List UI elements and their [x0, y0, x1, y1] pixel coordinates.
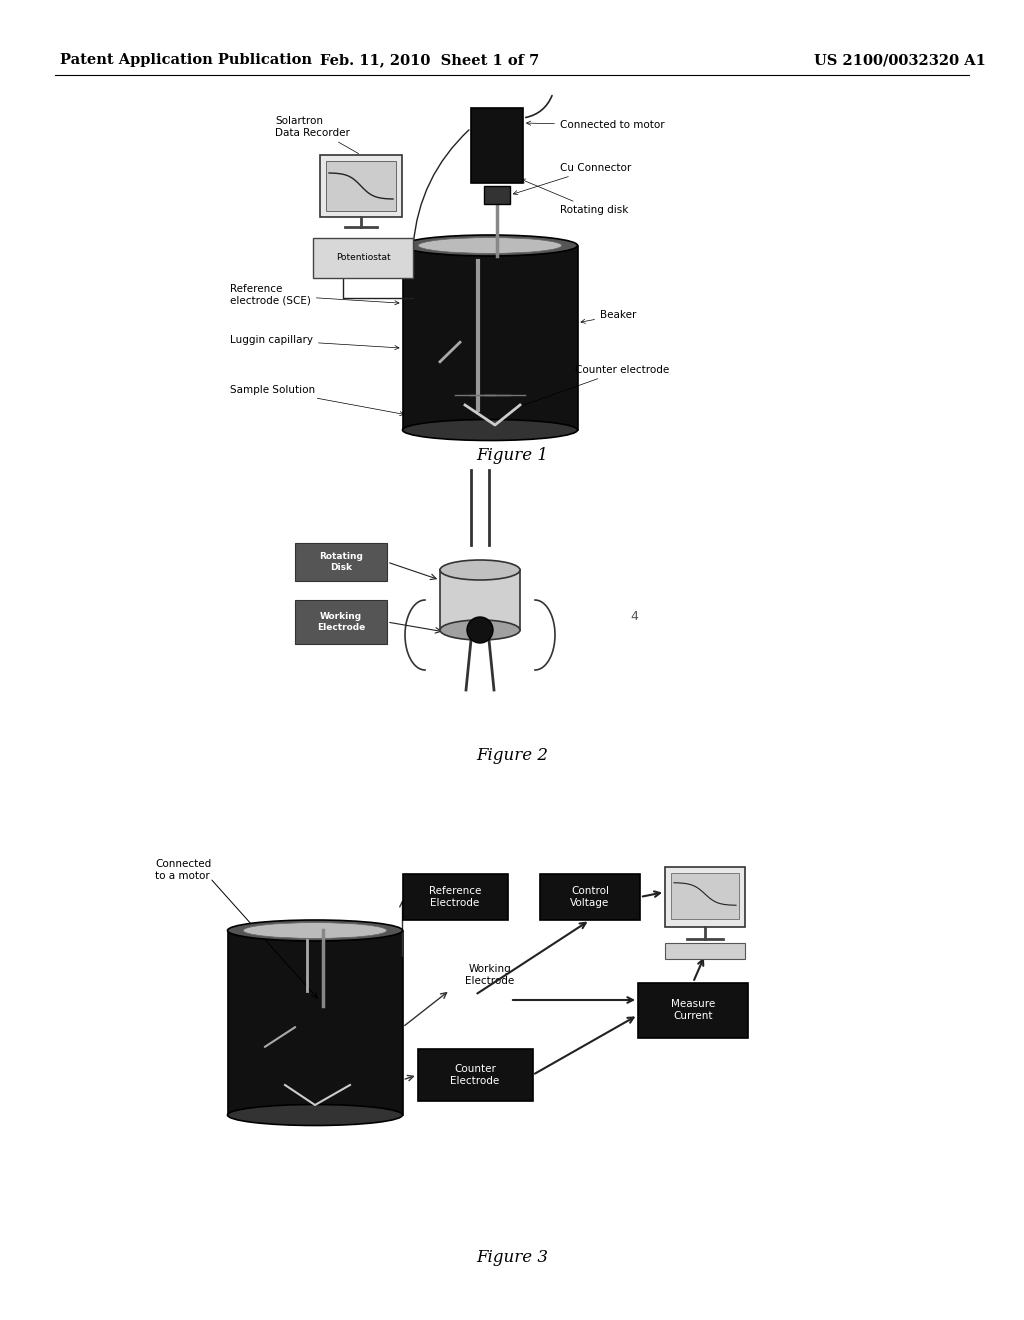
FancyBboxPatch shape — [295, 543, 387, 581]
Text: Figure 2: Figure 2 — [476, 747, 548, 763]
Text: Luggin capillary: Luggin capillary — [230, 335, 399, 350]
Text: US 2100/0032320 A1: US 2100/0032320 A1 — [814, 53, 986, 67]
Bar — [471, 108, 523, 183]
Text: Patent Application Publication: Patent Application Publication — [60, 53, 312, 67]
Ellipse shape — [244, 923, 387, 939]
Text: Connected
to a motor: Connected to a motor — [155, 859, 211, 880]
Ellipse shape — [440, 620, 520, 640]
Bar — [319, 154, 402, 216]
Bar — [402, 874, 508, 920]
Text: Reference
Electrode: Reference Electrode — [429, 886, 481, 908]
Ellipse shape — [402, 235, 578, 256]
Text: Counter
Electrode: Counter Electrode — [451, 1064, 500, 1086]
Bar — [418, 1049, 532, 1101]
Text: Solartron
Data Recorder: Solartron Data Recorder — [275, 116, 358, 153]
Bar — [671, 873, 739, 919]
Text: Counter electrode: Counter electrode — [513, 366, 670, 409]
FancyBboxPatch shape — [295, 601, 387, 644]
Text: Connected to motor: Connected to motor — [526, 120, 665, 129]
Ellipse shape — [440, 560, 520, 579]
Circle shape — [467, 616, 493, 643]
Bar — [665, 867, 745, 927]
Text: Working
Electrode: Working Electrode — [316, 612, 366, 632]
Text: Potentiostat: Potentiostat — [336, 253, 390, 263]
Polygon shape — [227, 931, 402, 1115]
Bar — [540, 874, 640, 920]
Text: Control
Voltage: Control Voltage — [570, 886, 609, 908]
Text: Working
Electrode: Working Electrode — [465, 964, 515, 986]
Ellipse shape — [418, 238, 562, 253]
Bar — [484, 186, 510, 205]
Text: 4: 4 — [630, 610, 638, 623]
Text: Sample Solution: Sample Solution — [230, 385, 404, 416]
Text: Cu Connector: Cu Connector — [513, 162, 631, 194]
Ellipse shape — [227, 920, 402, 941]
Ellipse shape — [402, 420, 578, 441]
Text: Rotating disk: Rotating disk — [521, 180, 629, 215]
Text: Measure
Current: Measure Current — [671, 999, 715, 1020]
Bar — [313, 238, 413, 279]
Ellipse shape — [227, 1105, 402, 1126]
Text: Figure 3: Figure 3 — [476, 1250, 548, 1266]
Polygon shape — [402, 246, 578, 430]
Bar — [638, 982, 748, 1038]
Text: Beaker: Beaker — [581, 310, 636, 323]
Bar — [326, 161, 396, 211]
Text: Feb. 11, 2010  Sheet 1 of 7: Feb. 11, 2010 Sheet 1 of 7 — [321, 53, 540, 67]
Text: Rotating
Disk: Rotating Disk — [319, 552, 362, 572]
Bar — [665, 942, 745, 960]
Polygon shape — [440, 570, 520, 630]
Text: Reference
electrode (SCE): Reference electrode (SCE) — [230, 284, 399, 306]
Text: Figure 1: Figure 1 — [476, 446, 548, 463]
